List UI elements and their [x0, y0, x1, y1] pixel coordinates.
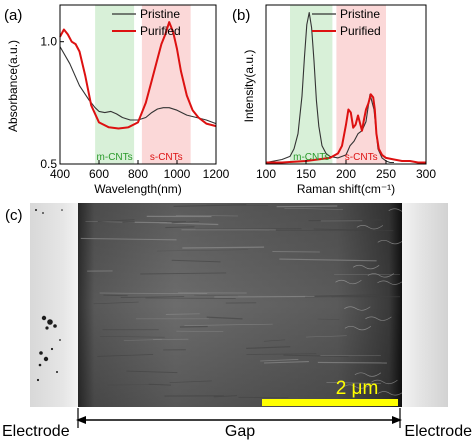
scale-bar-label: 2 μm: [336, 378, 379, 399]
x-tick-label: 300: [416, 167, 436, 181]
right-electrode-region: [402, 203, 448, 407]
panel-b-series-purified: [266, 93, 426, 164]
raman-chart: (b) 100 150 200 250 300 Raman shift(cm⁻¹) In…: [232, 4, 436, 196]
panel-a-series-pristine: [59, 46, 217, 125]
legend-entry: Purified: [140, 24, 181, 38]
left-electrode-region: [30, 203, 78, 407]
x-tick-label: 1200: [203, 167, 230, 181]
panel-c-label: (c): [5, 207, 23, 224]
panel-a-band-label: m-CNTs: [97, 152, 133, 163]
panel-b-legend: Pristine Purified: [312, 7, 381, 38]
panel-a-y-axis-title: Absorbance(a.u.): [6, 40, 20, 132]
y-tick-label: 0.5: [40, 157, 57, 171]
panel-a-series-purified: [59, 21, 217, 130]
panel-a-band-label: s-CNTs: [150, 152, 183, 163]
y-tick-label: 1.0: [40, 35, 57, 49]
panel-b-band-label: m-CNTs: [293, 152, 329, 163]
x-tick-label: 400: [50, 167, 70, 181]
gap-label: Gap: [225, 423, 255, 440]
panel-b-label: (b): [232, 7, 250, 24]
x-tick-label: 1000: [164, 167, 191, 181]
scale-bar: [262, 399, 398, 406]
legend-entry: Pristine: [140, 7, 180, 21]
left-electrode-label: Electrode: [2, 423, 70, 440]
x-tick-label: 100: [256, 167, 276, 181]
panel-a-label: (a): [4, 7, 22, 24]
panel-a-x-axis-title: Wavelength(nm): [94, 182, 182, 196]
panel-b-band-label: s-CNTs: [345, 152, 378, 163]
legend-entry: Purified: [340, 24, 381, 38]
gap-annotation: Electrode Gap Electrode: [2, 408, 472, 440]
x-tick-label: 200: [336, 167, 356, 181]
panel-b-x-axis-title: Raman shift(cm⁻¹): [297, 182, 395, 196]
x-tick-label: 250: [376, 167, 396, 181]
x-tick-label: 150: [296, 167, 316, 181]
sem-image: (c) 2 μm: [5, 203, 448, 407]
panel-a-legend: Pristine Purified: [112, 7, 181, 38]
x-tick-label: 600: [89, 167, 109, 181]
right-electrode-label: Electrode: [404, 423, 472, 440]
legend-entry: Pristine: [340, 7, 380, 21]
panel-b-y-axis-title: Intensity(a.u.): [242, 50, 256, 123]
surface-particles: [35, 209, 63, 382]
x-tick-label: 800: [128, 167, 148, 181]
panel-a-band-m-cnts: [95, 5, 135, 164]
absorbance-chart: (a) 400 600 800 1000 1200 0.5 1.0 Wavelength(…: [4, 4, 230, 196]
